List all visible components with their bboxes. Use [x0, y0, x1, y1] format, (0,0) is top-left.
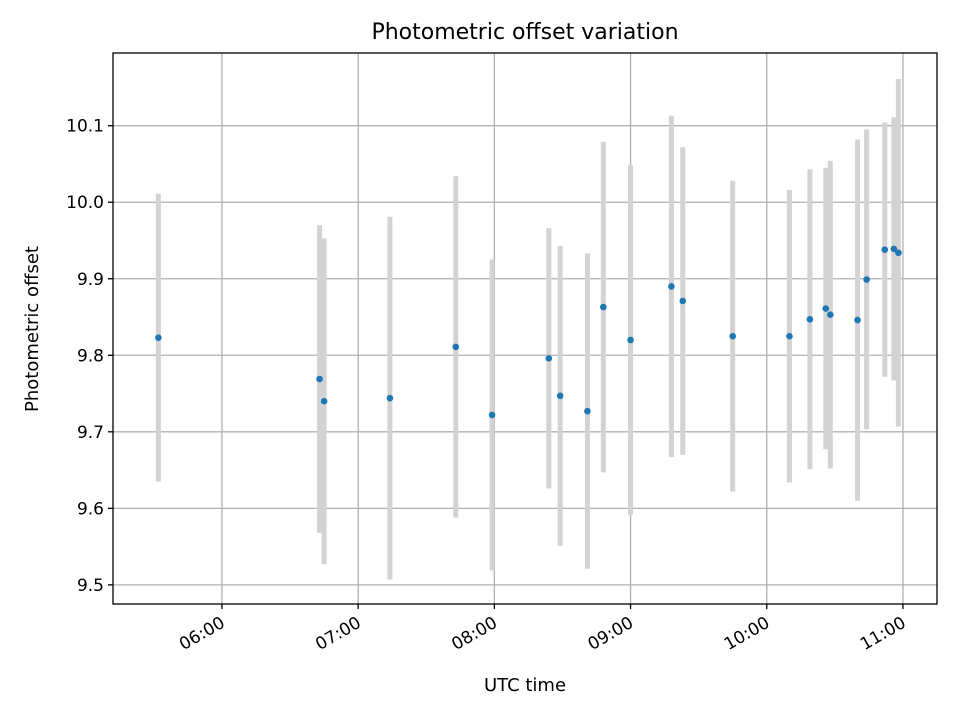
x-tick-label: 11:00: [857, 613, 909, 655]
y-tick-label: 9.8: [77, 346, 104, 366]
data-point: [881, 246, 889, 253]
data-point: [584, 407, 591, 415]
data-point: [600, 303, 607, 311]
data-point: [854, 316, 861, 324]
y-tick-label: 10.1: [66, 117, 104, 137]
data-point: [786, 332, 793, 340]
x-tick-label: 09:00: [585, 613, 637, 655]
data-point: [556, 392, 564, 400]
data-point: [729, 332, 737, 340]
y-tick-label: 9.5: [77, 576, 104, 596]
data-point: [545, 355, 553, 362]
data-point: [488, 411, 496, 419]
data-point: [679, 297, 687, 305]
data-point: [668, 283, 675, 290]
data-point: [627, 336, 634, 344]
data-point: [806, 316, 814, 323]
x-axis-label: UTC time: [484, 675, 566, 696]
tick-layer: 06:00 07:00 08:00 09:00 10:00 11:00 9.5 9.6 9.7 9…: [66, 117, 909, 655]
x-tick-label: 08:00: [448, 613, 500, 655]
errorbar-layer: [155, 79, 901, 580]
data-point: [827, 311, 834, 319]
point-layer: [155, 245, 902, 419]
plot-frame: [112, 52, 938, 605]
y-tick-label: 9.7: [77, 423, 104, 443]
data-point: [320, 397, 328, 405]
data-point: [155, 334, 162, 341]
y-tick-label: 9.6: [77, 499, 104, 519]
data-point: [386, 394, 394, 402]
grid-layer: [113, 53, 937, 604]
data-point: [863, 276, 870, 283]
x-tick-label: 07:00: [312, 613, 364, 655]
chart-title: Photometric offset variation: [371, 20, 678, 45]
data-point: [316, 375, 323, 383]
x-tick-label: 10:00: [721, 613, 773, 655]
data-point: [452, 343, 460, 351]
y-tick-label: 10.0: [66, 193, 104, 213]
data-point: [895, 249, 902, 257]
x-tick-label: 06:00: [176, 613, 228, 655]
data-point: [890, 245, 898, 253]
data-point: [822, 305, 830, 312]
y-axis-label: Photometric offset: [22, 246, 43, 412]
y-tick-label: 9.9: [77, 270, 104, 290]
